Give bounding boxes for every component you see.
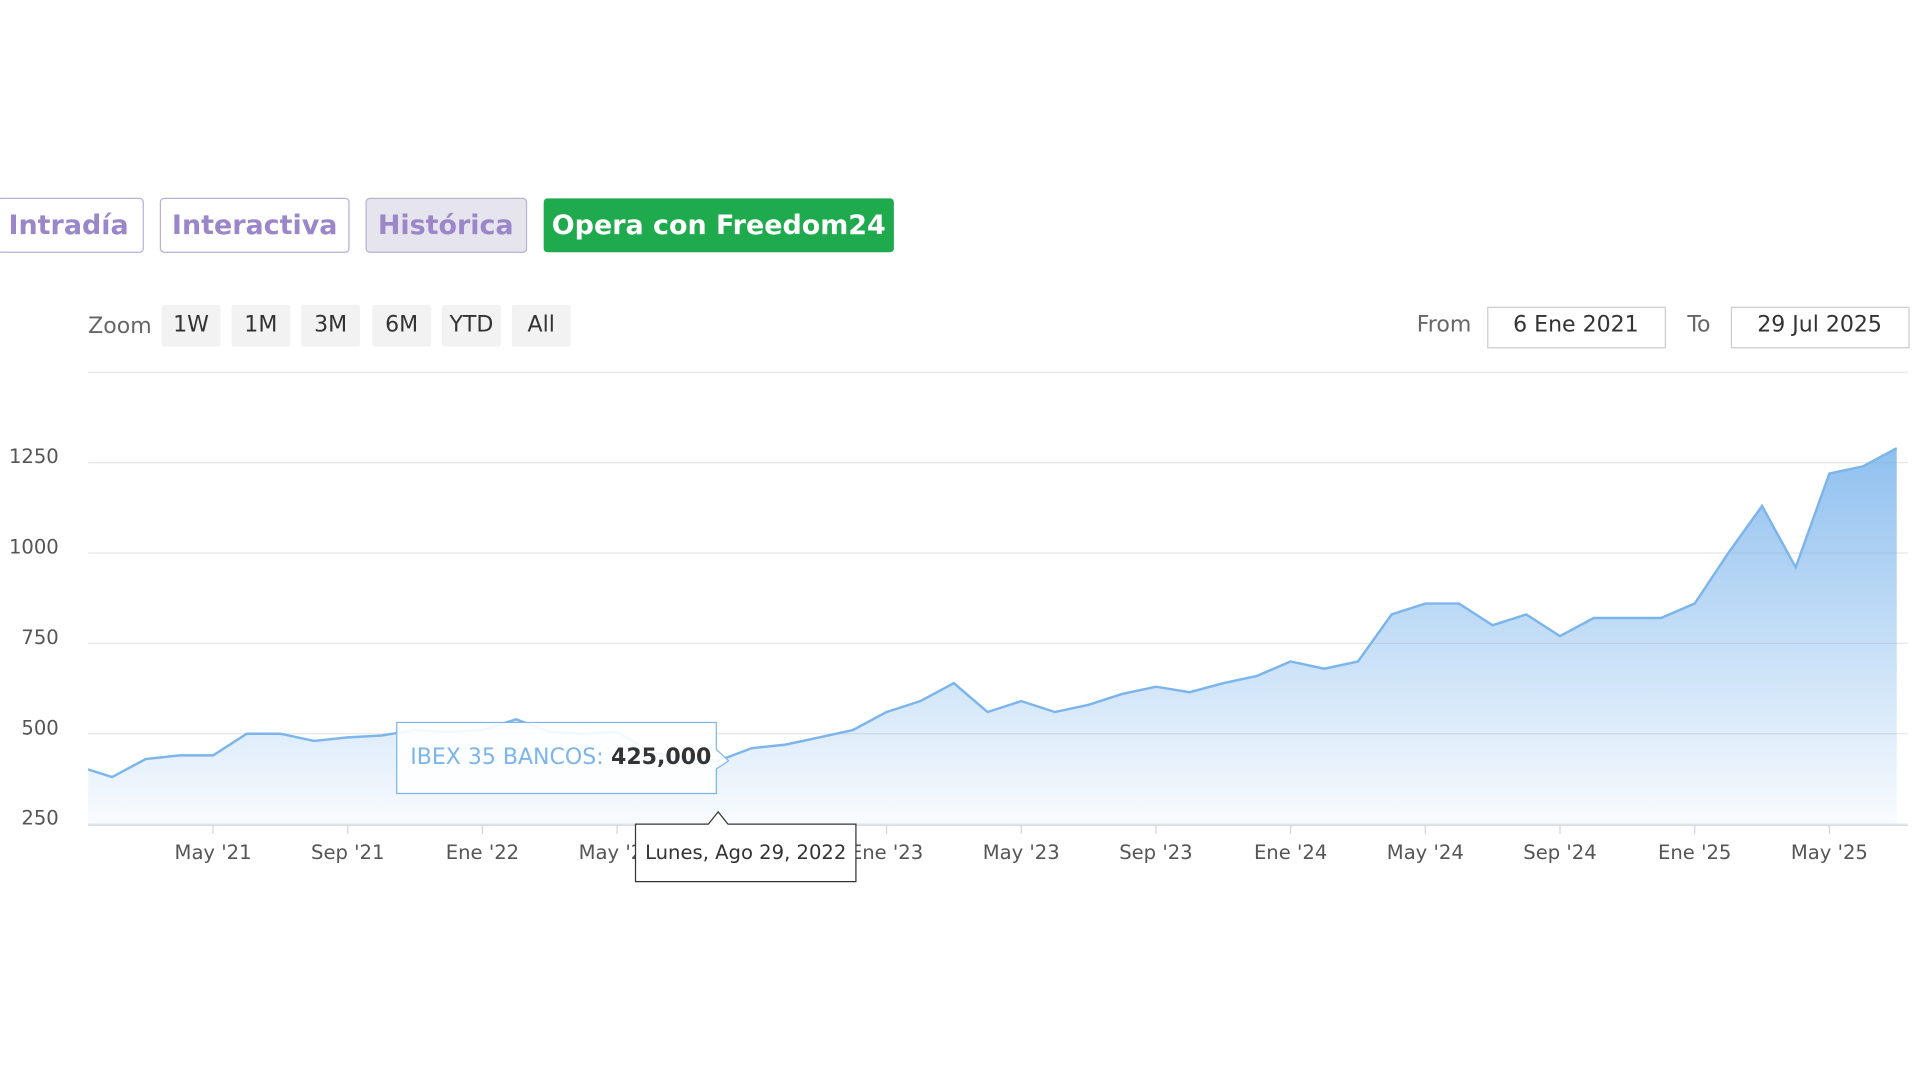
plot xyxy=(88,447,1898,825)
tab[interactable] xyxy=(159,197,350,253)
x-tick-label: May '23 xyxy=(983,841,1060,864)
y-tick-label: 500 xyxy=(21,716,58,739)
trade-label[interactable]: Opera con Freedom24 xyxy=(552,210,886,241)
x-tick-label: Sep '23 xyxy=(1119,841,1192,864)
zoom-button[interactable] xyxy=(161,304,221,347)
zoom-button-label[interactable]: All xyxy=(528,313,555,338)
zoom-button-label[interactable]: 1M xyxy=(244,313,277,338)
tab-label[interactable]: Interactiva xyxy=(172,210,338,241)
y-tick-label: 250 xyxy=(21,807,58,830)
line xyxy=(88,447,1898,779)
y-tick-label: 750 xyxy=(21,626,58,649)
x-tick-label: May '21 xyxy=(175,841,252,864)
zoom-button-label[interactable]: YTD xyxy=(448,313,493,338)
y-tick-label: 1250 xyxy=(9,445,59,468)
tooltip-text: IBEX 35 BANCOS: 425,000 xyxy=(410,745,711,770)
x-tick-label: May '25 xyxy=(1791,841,1868,864)
to-input[interactable] xyxy=(1730,306,1910,349)
zoom-button[interactable] xyxy=(372,304,432,347)
from-value[interactable]: 6 Ene 2021 xyxy=(1513,313,1639,338)
zoom-button-label[interactable]: 1W xyxy=(173,313,209,338)
y-tick-label: 1000 xyxy=(9,536,59,559)
area xyxy=(88,448,1897,825)
x-tick-label: Ene '24 xyxy=(1254,841,1327,864)
zoom-button[interactable] xyxy=(442,304,501,347)
date-tooltip-text: Lunes, Ago 29, 2022 xyxy=(645,841,846,864)
tooltip xyxy=(396,721,730,795)
x-tick-label: Ene '22 xyxy=(446,841,519,864)
from-input[interactable] xyxy=(1487,306,1666,349)
to-value[interactable]: 29 Jul 2025 xyxy=(1757,313,1882,338)
tab-label[interactable]: Histórica xyxy=(378,210,514,241)
from-label: From xyxy=(1417,313,1472,338)
zoom-button[interactable] xyxy=(231,304,291,347)
trade-button[interactable] xyxy=(543,198,894,253)
tab[interactable] xyxy=(0,197,144,253)
tab-active[interactable] xyxy=(365,197,528,253)
zoom-button[interactable] xyxy=(301,304,360,347)
date-tooltip xyxy=(634,810,857,883)
zoom-label: Zoom xyxy=(88,314,152,339)
x-tick-label: Sep '24 xyxy=(1523,841,1596,864)
x-tick-label: Ene '25 xyxy=(1658,841,1731,864)
tooltip-value: 425,000 xyxy=(611,745,711,770)
x-tick-label: Sep '21 xyxy=(311,841,384,864)
tooltip-series: IBEX 35 BANCOS: xyxy=(410,745,603,770)
x-tick-label: May '24 xyxy=(1387,841,1464,864)
x-tick-label: Ene '23 xyxy=(850,841,923,864)
zoom-button[interactable] xyxy=(511,304,571,347)
zoom-button-label[interactable]: 6M xyxy=(385,313,418,338)
tab-label[interactable]: Intradía xyxy=(8,210,128,241)
zoom-button-label[interactable]: 3M xyxy=(314,313,347,338)
to-label: To xyxy=(1686,313,1710,338)
